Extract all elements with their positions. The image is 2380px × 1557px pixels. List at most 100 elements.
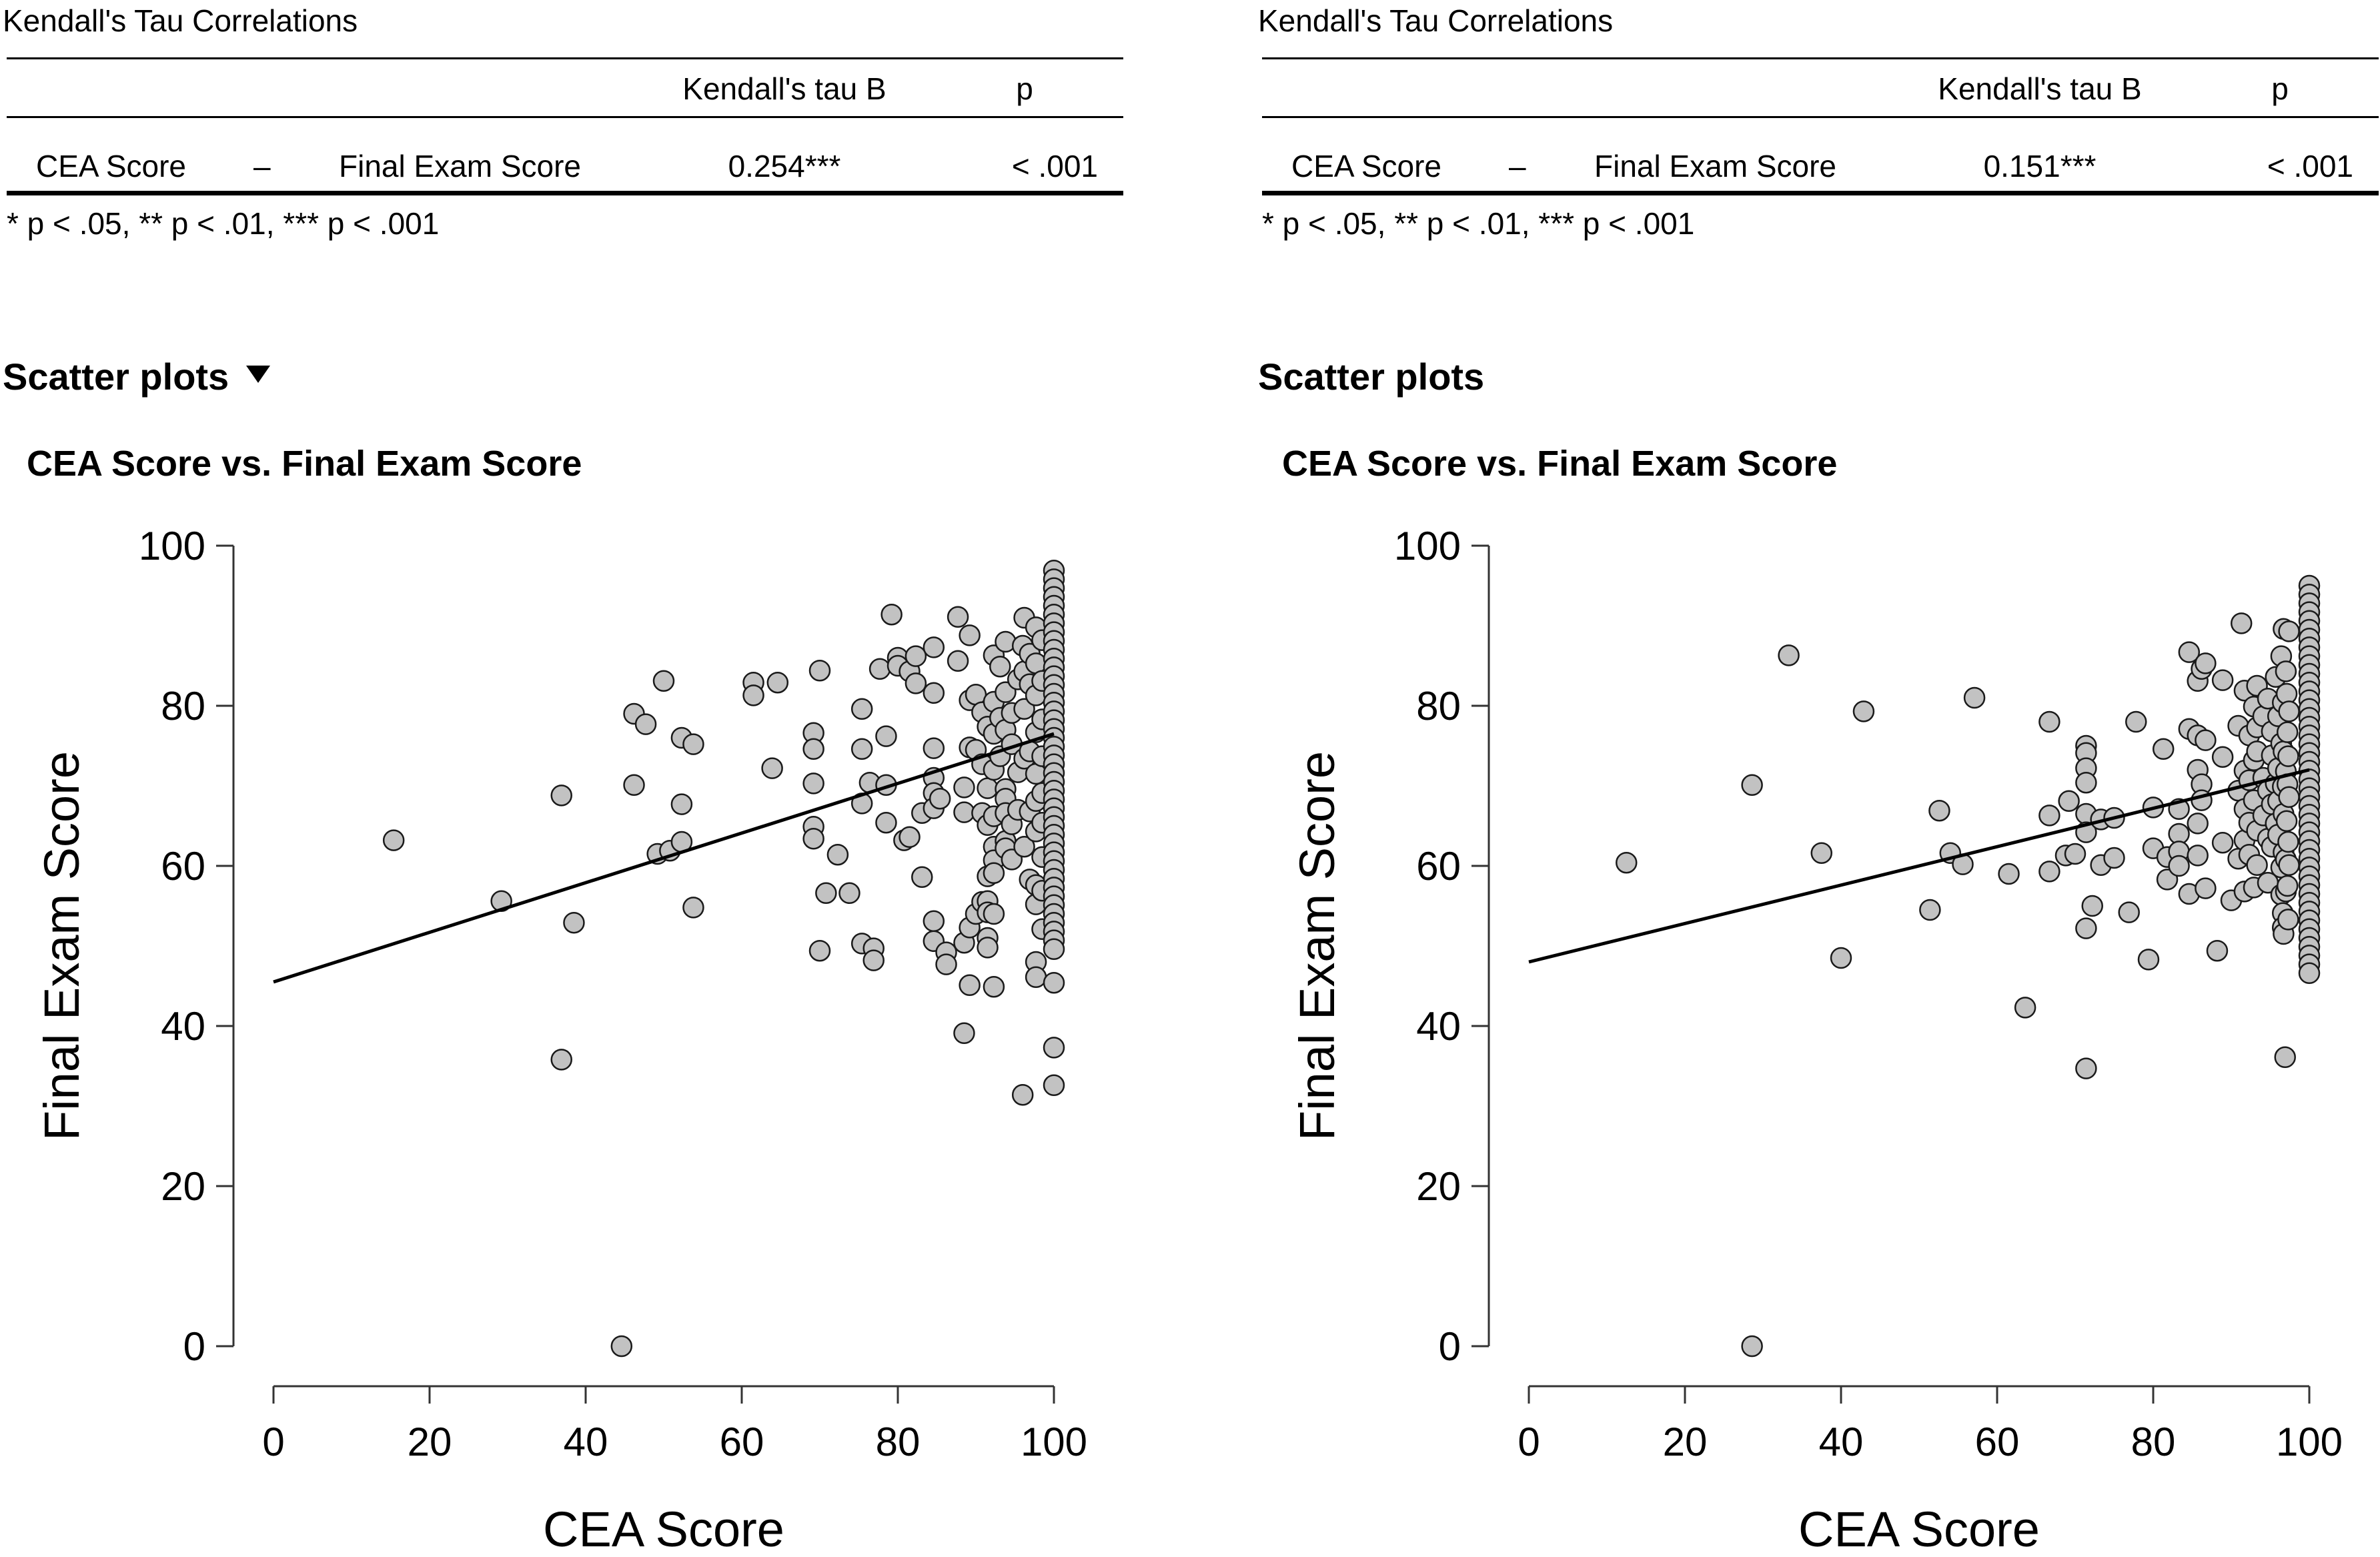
y-tick-label: 80: [161, 684, 205, 728]
row-variable-2: Final Exam Score: [1594, 149, 1837, 183]
scatter-point: [1810, 842, 1832, 865]
table-bottom-rule: [1262, 191, 2379, 195]
scatter-point: [905, 672, 927, 694]
table-footnote: * p < .05, ** p < .01, *** p < .001: [7, 206, 440, 241]
scatter-point: [1778, 644, 1800, 666]
scatter-point: [2014, 997, 2036, 1019]
scatter-point: [2275, 810, 2298, 833]
x-tick-label: 0: [262, 1420, 284, 1464]
scatter-point: [2277, 909, 2299, 931]
scatter-point: [983, 975, 1005, 998]
plot-title: CEA Score vs. Final Exam Score: [1282, 444, 1838, 484]
x-axis-title: CEA Score: [543, 1502, 784, 1557]
scatter-point: [2081, 895, 2103, 917]
scatter-point: [2064, 843, 2087, 865]
scatter-point: [761, 757, 783, 779]
table-top-rule: [7, 57, 1123, 59]
column-header-tau: Kendall's tau B: [682, 71, 886, 106]
scatter-point: [1043, 1074, 1065, 1097]
scatter-point: [550, 1049, 572, 1071]
scatter-point: [911, 866, 933, 889]
row-p-value: < .001: [2267, 149, 2353, 183]
scatter-point: [766, 671, 789, 694]
scatter-point: [2152, 738, 2175, 760]
section-title: Scatter plots: [3, 356, 229, 398]
scatter-point: [935, 953, 957, 975]
scatter-point: [2187, 845, 2209, 867]
scatter-point: [2195, 652, 2217, 674]
scatter-point: [2168, 855, 2190, 877]
scatter-point: [610, 1335, 633, 1358]
y-tick-label: 100: [1394, 524, 1461, 568]
scatter-point: [1043, 1037, 1065, 1059]
scatter-point: [2195, 729, 2217, 751]
y-tick-label: 80: [1416, 684, 1461, 728]
scatter-point: [899, 826, 921, 849]
section-scatter-plots[interactable]: Scatter plots: [1258, 355, 1484, 398]
x-tick-label: 20: [1663, 1420, 1708, 1464]
results-panel-right: Kendall's Tau Correlations Kendall's tau…: [1255, 0, 2380, 1557]
scatter-point: [953, 801, 975, 823]
x-tick-label: 20: [408, 1420, 452, 1464]
scatter-point: [959, 974, 981, 997]
scatter-point: [862, 949, 884, 971]
scatter-point: [977, 777, 999, 799]
scatter-point: [953, 1022, 975, 1045]
scatter-plot: 0 20 40 60 80 100 0 20 40 60 80 100 CEA Score Final E…: [34, 524, 1087, 1557]
column-header-p: p: [2271, 71, 2289, 106]
scatter-point: [875, 811, 897, 834]
scatter-point: [2278, 854, 2300, 877]
scatter-point: [2276, 721, 2299, 743]
scatter-point: [1998, 863, 2020, 885]
regression-line: [1528, 768, 2310, 964]
section-scatter-plots[interactable]: Scatter plots: [3, 355, 271, 398]
y-tick-label: 40: [1416, 1004, 1461, 1049]
scatter-point: [2156, 869, 2179, 891]
scatter-point: [2178, 641, 2201, 663]
scatter-plot: 0 20 40 60 80 100 0 20 40 60 80 100 CEA Score Final E…: [1289, 524, 2343, 1557]
scatter-point: [2103, 847, 2125, 869]
scatter-point: [2137, 949, 2160, 971]
scatter-point: [2277, 831, 2299, 853]
row-variable-1: CEA Score: [36, 149, 186, 183]
scatter-point: [634, 713, 657, 735]
scatter-point: [652, 670, 675, 692]
scatter-point: [959, 624, 981, 646]
scatter-point: [1741, 774, 1763, 797]
scatter-point: [1043, 938, 1065, 961]
scatter-point: [1830, 947, 1852, 969]
row-dash: –: [253, 149, 271, 183]
scatter-point: [983, 862, 1005, 885]
scatter-point: [2075, 771, 2097, 794]
scatter-point: [989, 655, 1011, 678]
table-bottom-rule: [7, 191, 1123, 195]
y-tick-label: 40: [161, 1004, 205, 1049]
row-tau-value: 0.254***: [728, 149, 841, 183]
scatter-point: [623, 774, 645, 797]
scatter-point: [923, 910, 945, 933]
scatter-point: [875, 725, 897, 747]
scatter-point: [1025, 966, 1047, 989]
scatter-point: [1852, 700, 1875, 722]
y-tick-label: 60: [161, 844, 205, 889]
scatter-point: [802, 827, 824, 850]
plot-title: CEA Score vs. Final Exam Score: [27, 444, 582, 484]
row-variable-2: Final Exam Score: [339, 149, 582, 183]
row-tau-value: 0.151***: [1983, 149, 2097, 183]
scatter-point: [382, 829, 405, 851]
scatter-point: [815, 882, 837, 905]
scatter-point: [550, 785, 572, 807]
table-title: Kendall's Tau Correlations: [1258, 3, 1614, 38]
scatter-point: [2058, 790, 2080, 813]
scatter-point: [923, 636, 945, 658]
scatter-point: [905, 645, 927, 667]
scatter-point: [2125, 710, 2147, 733]
scatter-point: [670, 793, 693, 815]
scatter-point: [802, 772, 824, 795]
collapse-triangle-icon[interactable]: [246, 366, 271, 383]
table-footnote: * p < .05, ** p < .01, *** p < .001: [1262, 206, 1695, 241]
row-p-value: < .001: [1011, 149, 1098, 183]
scatter-point: [2275, 682, 2298, 705]
table-top-rule: [1262, 57, 2379, 59]
y-axis-title: Final Exam Score: [1289, 751, 1345, 1141]
